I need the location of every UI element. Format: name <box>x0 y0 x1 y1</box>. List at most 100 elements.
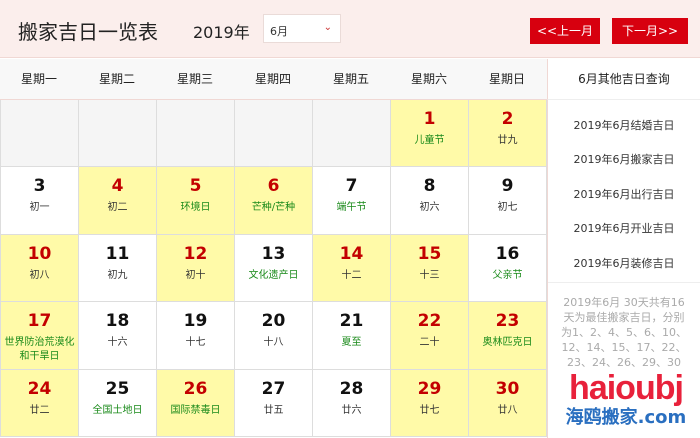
day-number: 9 <box>501 176 514 197</box>
link-wedding-days[interactable]: 2019年6月结婚吉日 <box>573 119 675 132</box>
calendar-cell-empty <box>1 100 79 168</box>
calendar-cell-empty <box>157 100 235 168</box>
weekday-header: 星期一 星期二 星期三 星期四 星期五 星期六 星期日 <box>0 59 547 100</box>
day-number: 8 <box>423 176 436 197</box>
day-number: 15 <box>417 243 442 264</box>
lunar-date: 初二 <box>107 202 128 214</box>
calendar-day-cell[interactable]: 24 廿二 <box>1 369 79 437</box>
day-number: 2 <box>501 109 514 129</box>
calendar-day-cell[interactable]: 2 廿九 <box>469 100 547 168</box>
link-opening-days[interactable]: 2019年6月开业吉日 <box>573 222 675 236</box>
calendar-day-cell[interactable]: 3 初一 <box>1 167 79 235</box>
calendar-day-cell[interactable]: 12 初十 <box>157 234 235 303</box>
calendar-day-cell[interactable]: 20 十八 <box>235 302 313 370</box>
weekday-thu: 星期四 <box>254 72 291 86</box>
watermark-logo-en: haioubj <box>569 369 684 407</box>
month-select-value: 6月 <box>270 25 288 38</box>
calendar-day-cell[interactable]: 27 廿五 <box>235 369 313 437</box>
calendar-day-cell[interactable]: 21 夏至 <box>313 302 391 370</box>
lunar-date: 初九 <box>107 269 128 281</box>
weekday-sat: 星期六 <box>410 72 447 86</box>
calendar-cell-empty <box>235 100 313 168</box>
lunar-date: 廿六 <box>341 404 362 416</box>
day-number: 17 <box>27 311 52 332</box>
link-travel-days[interactable]: 2019年6月出行吉日 <box>573 187 675 201</box>
calendar-day-cell[interactable]: 8 初六 <box>391 167 469 235</box>
festival-label: 父亲节 <box>492 269 523 281</box>
sidebar-title: 6月其他吉日查询 <box>547 59 700 100</box>
festival-label: 环境日 <box>180 202 211 214</box>
day-number: 21 <box>339 311 364 332</box>
lunar-date: 十八 <box>263 337 284 349</box>
festival-label: 国际禁毒日 <box>170 404 221 416</box>
page-title: 搬家吉日一览表 <box>18 20 158 44</box>
chevron-down-icon: ⌄ <box>323 22 332 33</box>
day-number: 20 <box>261 311 286 332</box>
sidebar-description: 2019年6月 30天共有16天为最佳搬家吉日，分别为1、2、4、5、6、10、… <box>548 283 700 382</box>
sidebar: 2019年6月结婚吉日 2019年6月搬家吉日 2019年6月出行吉日 2019… <box>547 100 700 438</box>
calendar-day-cell[interactable]: 23 奥林匹克日 <box>469 302 547 370</box>
calendar-day-cell[interactable]: 10 初八 <box>1 234 79 303</box>
watermark-logo-cn: 海鸥搬家.com <box>565 407 687 428</box>
prev-month-button[interactable]: <<上一月 <box>530 18 600 44</box>
day-number: 16 <box>495 243 520 264</box>
day-number: 30 <box>495 378 520 399</box>
calendar-day-cell[interactable]: 7 端午节 <box>313 167 391 235</box>
calendar-day-cell[interactable]: 19 十七 <box>157 302 235 370</box>
calendar-day-cell[interactable]: 28 廿六 <box>313 369 391 437</box>
lunar-date: 十七 <box>185 337 206 349</box>
calendar-grid: 1 儿童节 2 廿九 3 初一 4 初二 5 环境日 6 芒种/芒种 7 端午节 8 初六 9 初七 10 初八 11 初… <box>0 100 547 437</box>
lunar-date: 二十 <box>419 337 440 349</box>
lunar-date: 十二 <box>341 269 362 281</box>
calendar-day-cell[interactable]: 29 廿七 <box>391 369 469 437</box>
calendar-day-cell[interactable]: 1 儿童节 <box>391 100 469 168</box>
calendar-day-cell[interactable]: 22 二十 <box>391 302 469 370</box>
festival-label: 儿童节 <box>414 135 445 146</box>
calendar-day-cell[interactable]: 16 父亲节 <box>469 234 547 303</box>
calendar-day-cell[interactable]: 18 十六 <box>79 302 157 370</box>
lunar-date: 初十 <box>185 269 206 281</box>
weekday-sun: 星期日 <box>488 72 525 86</box>
link-renovation-days[interactable]: 2019年6月装修吉日 <box>573 256 675 270</box>
calendar-day-cell[interactable]: 26 国际禁毒日 <box>157 369 235 437</box>
lunar-date: 初六 <box>419 202 440 214</box>
calendar-day-cell[interactable]: 6 芒种/芒种 <box>235 167 313 235</box>
festival-label: 端午节 <box>336 202 367 214</box>
link-moving-days[interactable]: 2019年6月搬家吉日 <box>573 153 675 167</box>
weekday-mon: 星期一 <box>20 72 57 86</box>
weekday-tue: 星期二 <box>98 72 135 86</box>
day-number: 25 <box>105 378 130 399</box>
day-number: 7 <box>345 176 358 197</box>
calendar-day-cell[interactable]: 17 世界防治荒漠化和干旱日 <box>1 302 79 370</box>
day-number: 23 <box>495 311 520 332</box>
calendar-day-cell[interactable]: 13 文化遗产日 <box>235 234 313 303</box>
day-number: 12 <box>183 243 208 264</box>
watermark-logo: haioubj 海鸥搬家.com <box>552 370 700 438</box>
calendar-day-cell[interactable]: 25 全国土地日 <box>79 369 157 437</box>
day-number: 4 <box>111 176 124 197</box>
calendar-day-cell[interactable]: 9 初七 <box>469 167 547 235</box>
lunar-date: 廿八 <box>497 404 518 416</box>
calendar-day-cell[interactable]: 11 初九 <box>79 234 157 303</box>
lunar-date: 初一 <box>29 202 50 214</box>
month-select[interactable]: 6月 ⌄ <box>263 14 341 43</box>
day-number: 6 <box>267 176 280 197</box>
festival-label: 芒种/芒种 <box>251 202 296 214</box>
day-number: 11 <box>105 243 130 264</box>
calendar-day-cell[interactable]: 14 十二 <box>313 234 391 303</box>
calendar-day-cell[interactable]: 15 十三 <box>391 234 469 303</box>
lunar-date: 廿九 <box>497 135 518 146</box>
calendar-day-cell[interactable]: 4 初二 <box>79 167 157 235</box>
year-label: 2019年 <box>193 23 250 42</box>
festival-label: 全国土地日 <box>92 404 143 416</box>
calendar-day-cell[interactable]: 5 环境日 <box>157 167 235 235</box>
day-number: 3 <box>33 176 46 197</box>
lunar-date: 初八 <box>29 269 50 281</box>
weekday-fri: 星期五 <box>332 72 369 86</box>
festival-label: 文化遗产日 <box>248 269 299 281</box>
next-month-button[interactable]: 下一月>> <box>612 18 688 44</box>
day-number: 5 <box>189 176 202 197</box>
calendar-day-cell[interactable]: 30 廿八 <box>469 369 547 437</box>
day-number: 13 <box>261 243 286 264</box>
day-number: 10 <box>27 243 52 264</box>
